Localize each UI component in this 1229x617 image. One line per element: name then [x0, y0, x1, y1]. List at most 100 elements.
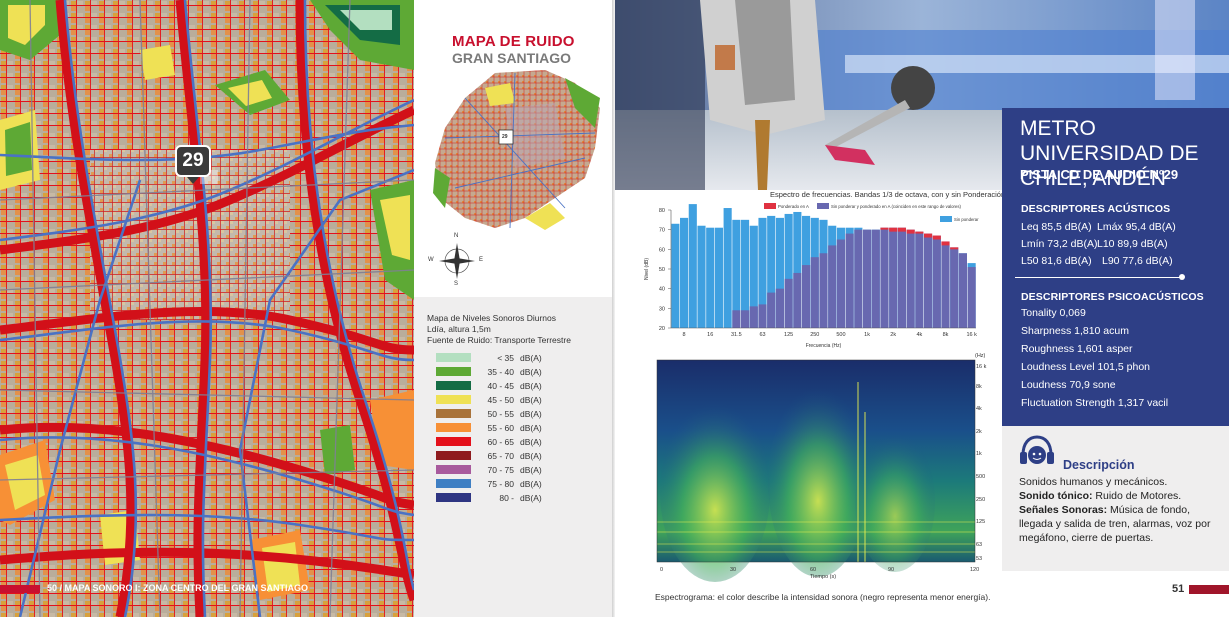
separator-line [1015, 277, 1183, 278]
bar-unweighted [758, 217, 767, 328]
bar-unweighted [749, 225, 758, 328]
bar-a-weighted [749, 306, 758, 328]
bar-a-weighted-excess [906, 229, 915, 234]
inset-map [433, 70, 600, 230]
audio-track-label: PISTA CD DE AUDIO Nº29 [1020, 167, 1179, 182]
spectrogram-y-tick: 53 [976, 556, 983, 562]
bar-a-weighted [889, 227, 898, 328]
legend-range: 75 - 80 [487, 478, 514, 489]
legend-unit: dB(A) [520, 492, 542, 503]
acoustic-heading: DESCRIPTORES ACÚSTICOS [1021, 203, 1171, 215]
legend-range: 40 - 45 [487, 380, 514, 391]
bar-unweighted [793, 211, 802, 328]
book-gutter [612, 0, 615, 617]
acoustic-value: L50 81,6 dB(A) [1021, 255, 1092, 267]
legend-label: Sin ponderar [954, 217, 979, 222]
description-text: Sonidos humanos y mecánicos. Sonido tóni… [1019, 475, 1219, 545]
legend-unit: dB(A) [520, 380, 542, 391]
left-footer-bar [0, 585, 40, 593]
x-tick-label: 1k [864, 332, 870, 338]
spectrogram-y-unit: (Hz) [975, 353, 986, 359]
legend-row: 75 - 80 dB(A) [436, 478, 560, 489]
y-tick-label: 20 [659, 326, 665, 332]
x-tick-label: 16 [707, 332, 713, 338]
noise-map-graphic [0, 0, 414, 617]
bar-a-weighted [802, 265, 811, 328]
legend-range: 50 - 55 [487, 408, 514, 419]
bar-unweighted [671, 223, 680, 328]
left-footer-text: 50 / MAPA SONORO I: ZONA CENTRO DEL GRAN… [47, 583, 309, 593]
legend-unit: dB(A) [520, 408, 542, 419]
bar-unweighted [741, 219, 750, 328]
y-tick-label: 70 [659, 228, 665, 234]
legend-row: 35 - 40 dB(A) [436, 366, 560, 377]
acoustic-value: L90 77,6 dB(A) [1102, 255, 1173, 267]
legend-row: 65 - 70 dB(A) [436, 450, 560, 461]
spectrogram-x-tick: 30 [730, 567, 737, 573]
separator-dot [1179, 274, 1185, 280]
x-axis-label: Frecuencia (Hz) [806, 343, 842, 349]
bar-a-weighted [784, 278, 793, 328]
y-tick-label: 60 [659, 247, 665, 253]
bar-unweighted [714, 227, 723, 328]
legend-row: < 35 dB(A) [436, 352, 560, 363]
legend-swatch [436, 465, 471, 474]
description-line: Sonido tónico: Ruido de Motores. [1019, 490, 1182, 502]
legend-swatch [764, 203, 776, 209]
location-marker-label: 29 [182, 150, 204, 171]
psychoacoustic-value: Loudness Level 101,5 phon [1021, 361, 1151, 373]
bar-a-weighted [767, 292, 776, 328]
legend-range: 65 - 70 [487, 450, 514, 461]
bar-a-weighted-excess [932, 235, 941, 240]
bar-a-weighted [897, 227, 906, 328]
spectrogram-y-tick: 250 [976, 497, 986, 503]
legend-swatch [436, 451, 471, 460]
location-marker[interactable]: 29 [175, 145, 211, 177]
bar-unweighted [767, 215, 776, 328]
bar-a-weighted [836, 239, 845, 328]
noise-map-large[interactable]: 29 [0, 0, 414, 617]
spectrogram [656, 359, 976, 582]
bar-a-weighted [863, 229, 872, 328]
spectrogram-y-tick: 4k [976, 406, 982, 412]
legend-range: 35 - 40 [487, 366, 514, 377]
bar-a-weighted [819, 253, 828, 328]
bar-unweighted [706, 227, 715, 328]
legend-swatch [436, 381, 471, 390]
location-marker-pointer [187, 177, 199, 184]
legend-unit: dB(A) [520, 464, 542, 475]
bar-a-weighted [932, 235, 941, 328]
bar-a-weighted-excess [950, 247, 959, 250]
spectrogram-y-tick: 500 [976, 474, 986, 480]
x-tick-label: 63 [759, 332, 765, 338]
spectrogram-y-tick: 63 [976, 542, 983, 548]
psychoacoustic-heading: DESCRIPTORES PSICOACÚSTICOS [1021, 291, 1204, 303]
legend-row: 60 - 65 dB(A) [436, 436, 560, 447]
x-tick-label: 4k [916, 332, 922, 338]
y-tick-label: 40 [659, 287, 665, 293]
legend-unit: dB(A) [520, 478, 542, 489]
x-tick-label: 16 k [966, 332, 977, 338]
bar-a-weighted [828, 245, 837, 328]
chart-title: Espectro de frecuencias. Bandas 1/3 de o… [770, 190, 1012, 199]
legend-swatch [436, 437, 471, 446]
page-number: 51 [1172, 583, 1185, 595]
legend-unit: dB(A) [520, 422, 542, 433]
spectrogram-x-label: Tiempo (s) [810, 574, 837, 580]
acoustic-value: Lmín 73,2 dB(A) [1021, 238, 1098, 250]
descriptors-panel [1002, 190, 1229, 426]
bar-a-weighted [732, 310, 741, 328]
bar-a-weighted [924, 233, 933, 328]
bar-a-weighted [950, 247, 959, 328]
bar-a-weighted [758, 304, 767, 328]
legend-title: Mapa de Niveles Sonoros Diurnos Ldía, al… [427, 313, 571, 345]
bar-a-weighted-excess [924, 233, 933, 238]
bar-a-weighted-excess [897, 227, 906, 232]
spectrogram-y-tick: 2k [976, 429, 982, 435]
bar-a-weighted [845, 233, 854, 328]
spectrogram-x-tick: 0 [660, 567, 664, 573]
x-tick-label: 250 [810, 332, 819, 338]
y-axis-label: Nivel (dB) [644, 258, 650, 280]
legend-row: 80 - dB(A) [436, 492, 560, 503]
bar-a-weighted [775, 288, 784, 328]
